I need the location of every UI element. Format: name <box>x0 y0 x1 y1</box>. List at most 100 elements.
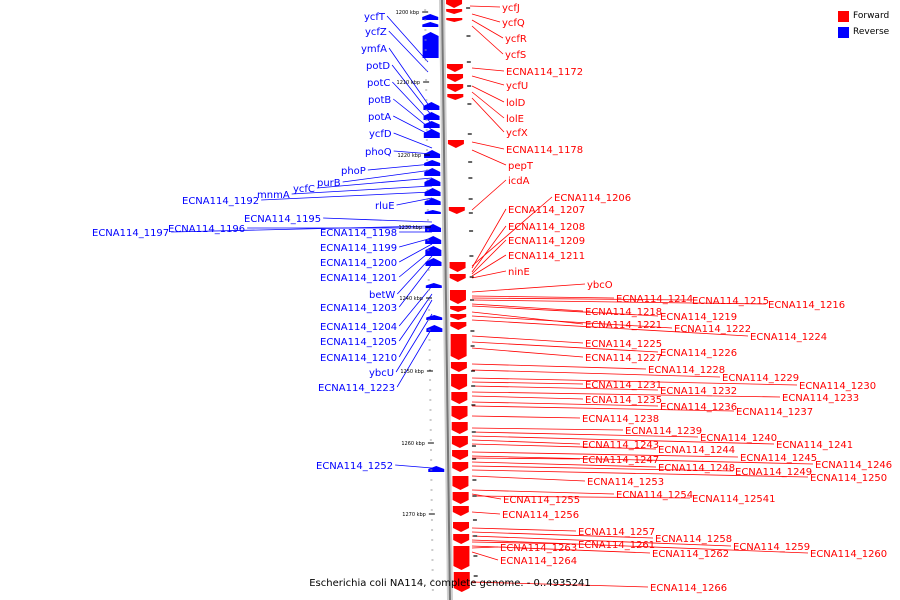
reverse-gene-feature <box>425 246 442 256</box>
forward-leader-line <box>471 435 775 445</box>
reverse-leader-line <box>398 285 433 327</box>
reverse-gene-label-betw: betW <box>369 290 395 301</box>
forward-gene-label-lold: lolD <box>506 98 526 109</box>
forward-gene-feature <box>450 362 467 372</box>
reverse-leader-line <box>396 327 433 388</box>
reverse-leader-line <box>393 132 433 149</box>
forward-leader-line <box>471 527 577 532</box>
reverse-gene-label-ybcu: ybcU <box>369 368 394 379</box>
reverse-leader-line <box>367 163 433 171</box>
forward-leader-line <box>471 85 505 103</box>
forward-gene-label-ecna114-1255: ECNA114_1255 <box>503 495 580 506</box>
reverse-leader-line <box>261 191 433 201</box>
reverse-leader-line <box>398 263 433 308</box>
reverse-gene-feature <box>424 150 441 158</box>
reverse-gene-label-ycfz: ycfZ <box>365 27 387 38</box>
forward-leader-line <box>471 415 581 419</box>
forward-gene-feature <box>448 207 465 214</box>
forward-leader-line <box>471 457 581 460</box>
forward-gene-label-ecna114-1240: ECNA114_1240 <box>700 433 777 444</box>
reverse-gene-label-pota: potA <box>368 112 391 123</box>
forward-gene-label-ecna114-1236: ECNA114_1236 <box>660 402 737 413</box>
reverse-gene-label-ecna114-1199: ECNA114_1199 <box>320 243 397 254</box>
forward-gene-label-ecna114-1244: ECNA114_1244 <box>658 445 735 456</box>
forward-gene-label-ecna114-1221: ECNA114_1221 <box>585 320 662 331</box>
forward-gene-label-ycfj: ycfJ <box>502 3 520 14</box>
reverse-gene-feature <box>424 210 441 214</box>
forward-gene-feature <box>447 94 464 100</box>
forward-leader-line <box>471 381 584 385</box>
forward-gene-feature <box>452 450 469 460</box>
forward-gene-label-lole: lolE <box>506 114 524 125</box>
forward-gene-label-ecna114-1246: ECNA114_1246 <box>815 460 892 471</box>
forward-gene-label-ycfu: ycfU <box>506 81 528 92</box>
reverse-leader-line <box>388 30 429 73</box>
reverse-swatch <box>838 26 849 38</box>
forward-leader-line <box>471 67 505 72</box>
reverse-gene-label-ecna114-1200: ECNA114_1200 <box>320 258 397 269</box>
reverse-leader-line <box>398 243 433 263</box>
forward-gene-label-ecna114-1241: ECNA114_1241 <box>776 440 853 451</box>
forward-gene-label-ecna114-1227: ECNA114_1227 <box>585 353 662 364</box>
forward-leader-line <box>471 546 499 549</box>
reverse-gene-feature <box>425 283 442 288</box>
reverse-leader-line <box>395 464 433 469</box>
forward-gene-feature <box>449 262 466 272</box>
reverse-gene-feature <box>423 121 440 128</box>
ruler-label: 1230 kbp <box>398 225 422 231</box>
forward-leader-line <box>471 254 507 277</box>
forward-gene-label-ecna114-12541: ECNA114_12541 <box>692 494 776 505</box>
forward-gene-label-ecna114-1247: ECNA114_1247 <box>582 455 659 466</box>
forward-gene-label-ecna114-1263: ECNA114_1263 <box>500 543 577 554</box>
reverse-gene-label-ecna114-1223: ECNA114_1223 <box>318 383 395 394</box>
reverse-gene-feature <box>423 102 440 110</box>
forward-gene-label-ecna114-1231: ECNA114_1231 <box>585 380 662 391</box>
forward-leader-line <box>471 541 577 545</box>
forward-gene-feature <box>451 406 468 420</box>
reverse-gene-label-rlue: rluE <box>375 201 395 212</box>
forward-gene-label-ecna114-1211: ECNA114_1211 <box>508 251 585 262</box>
forward-gene-label-ycfs: ycfS <box>505 50 526 61</box>
reverse-gene-label-mnma: mnmA <box>257 190 290 201</box>
reverse-gene-label-ymfa: ymfA <box>361 44 387 55</box>
forward-gene-label-ecna114-1209: ECNA114_1209 <box>508 236 585 247</box>
forward-gene-feature <box>451 422 468 434</box>
forward-gene-label-ecna114-1248: ECNA114_1248 <box>658 463 735 474</box>
reverse-gene-feature <box>425 236 442 244</box>
reverse-gene-feature <box>428 466 445 472</box>
forward-gene-label-ecna114-1214: ECNA114_1214 <box>616 294 693 305</box>
reverse-leader-line <box>342 169 433 183</box>
gene-labels: ycfT ycfZ ymfA potD potC potB potA ycfD phoQ phoP… <box>92 3 892 594</box>
forward-leader-line <box>471 469 809 478</box>
strand-legend: Forward Reverse <box>838 9 898 41</box>
reverse-gene-feature <box>422 14 439 20</box>
forward-gene-label-ecna114-1235: ECNA114_1235 <box>585 395 662 406</box>
forward-gene-feature <box>450 306 467 312</box>
forward-leader-line <box>471 239 507 275</box>
forward-leader-line <box>471 475 586 482</box>
reverse-gene-feature <box>422 32 439 58</box>
reverse-gene-label-ecna114-1192: ECNA114_1192 <box>182 196 259 207</box>
forward-gene-feature <box>447 84 464 92</box>
forward-gene-feature <box>451 392 468 404</box>
legend-reverse: Reverse <box>838 25 898 39</box>
forward-gene-label-ecna114-1216: ECNA114_1216 <box>768 300 845 311</box>
forward-leader-line <box>471 283 586 293</box>
reverse-gene-label-ecna114-1195: ECNA114_1195 <box>244 214 321 225</box>
forward-gene-label-ecna114-1228: ECNA114_1228 <box>648 365 725 376</box>
forward-leader-line <box>471 535 732 547</box>
forward-leader-line <box>471 335 584 344</box>
forward-gene-label-ecna114-1229: ECNA114_1229 <box>722 373 799 384</box>
forward-gene-label-ecna114-1254: ECNA114_1254 <box>616 490 693 501</box>
forward-gene-feature <box>450 334 467 360</box>
reverse-gene-feature <box>425 224 442 232</box>
forward-leader-line <box>471 369 721 378</box>
forward-leader-line <box>471 489 615 495</box>
forward-gene-label-ecna114-1256: ECNA114_1256 <box>502 510 579 521</box>
forward-leader-line <box>471 377 798 386</box>
forward-gene-label-ecna114-1215: ECNA114_1215 <box>692 296 769 307</box>
forward-gene-label-ecna114-1239: ECNA114_1239 <box>625 426 702 437</box>
forward-leader-line <box>471 405 735 412</box>
forward-gene-label-ecna114-1243: ECNA114_1243 <box>582 440 659 451</box>
forward-gene-label-ecna114-1258: ECNA114_1258 <box>655 534 732 545</box>
